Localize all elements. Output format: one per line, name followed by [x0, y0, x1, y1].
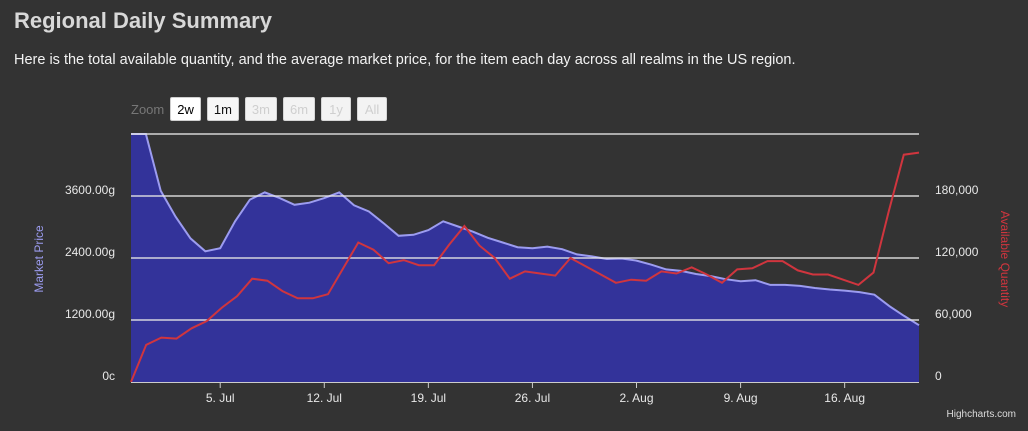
x-tick-label: 5. Jul — [206, 391, 235, 405]
market-price-series — [131, 133, 920, 382]
available-quantity-line — [130, 151, 920, 383]
left-y-tick-label: 3600.00g — [65, 183, 115, 197]
range-selector: Zoom 2w 1m 3m 6m 1y All — [131, 96, 393, 122]
zoom-button-2w[interactable]: 2w — [170, 97, 201, 121]
zoom-label: Zoom — [131, 101, 165, 117]
available-quantity-series — [130, 151, 920, 383]
zoom-button-1m[interactable]: 1m — [206, 97, 239, 121]
x-tick-label: 9. Aug — [724, 391, 758, 405]
left-y-tick-label: 2400.00g — [65, 245, 115, 259]
axes: 5. Jul 12. Jul 19. Jul 26. Jul 2. Aug 9. Aug 1… — [65, 183, 979, 405]
x-tick-label: 16. Aug — [824, 391, 865, 405]
zoom-button-all[interactable]: All — [357, 97, 388, 121]
zoom-button-3m[interactable]: 3m — [244, 97, 277, 121]
left-y-tick-label: 1200.00g — [65, 307, 115, 321]
grid-lines — [131, 133, 919, 321]
market-price-area — [131, 134, 919, 382]
right-y-tick-label: 180,000 — [935, 183, 979, 197]
left-y-tick-label: 0c — [102, 369, 115, 383]
right-y-tick-label: 120,000 — [935, 245, 979, 259]
x-tick-label: 2. Aug — [619, 391, 653, 405]
market-price-line — [131, 133, 920, 327]
page-description: Here is the total available quantity, an… — [14, 52, 796, 68]
zoom-button-6m[interactable]: 6m — [282, 97, 316, 121]
right-y-tick-label: 0 — [935, 369, 942, 383]
x-tick-label: 19. Jul — [411, 391, 446, 405]
x-tick-label: 26. Jul — [515, 391, 550, 405]
page-title: Regional Daily Summary — [14, 8, 272, 33]
highcharts-credits[interactable]: Highcharts.com — [946, 409, 1016, 420]
right-axis-title: Available Quantity — [998, 211, 1012, 308]
right-y-tick-label: 60,000 — [935, 307, 972, 321]
zoom-button-1y[interactable]: 1y — [321, 97, 352, 121]
left-axis-title: Market Price — [32, 225, 46, 293]
x-tick-label: 12. Jul — [307, 391, 342, 405]
